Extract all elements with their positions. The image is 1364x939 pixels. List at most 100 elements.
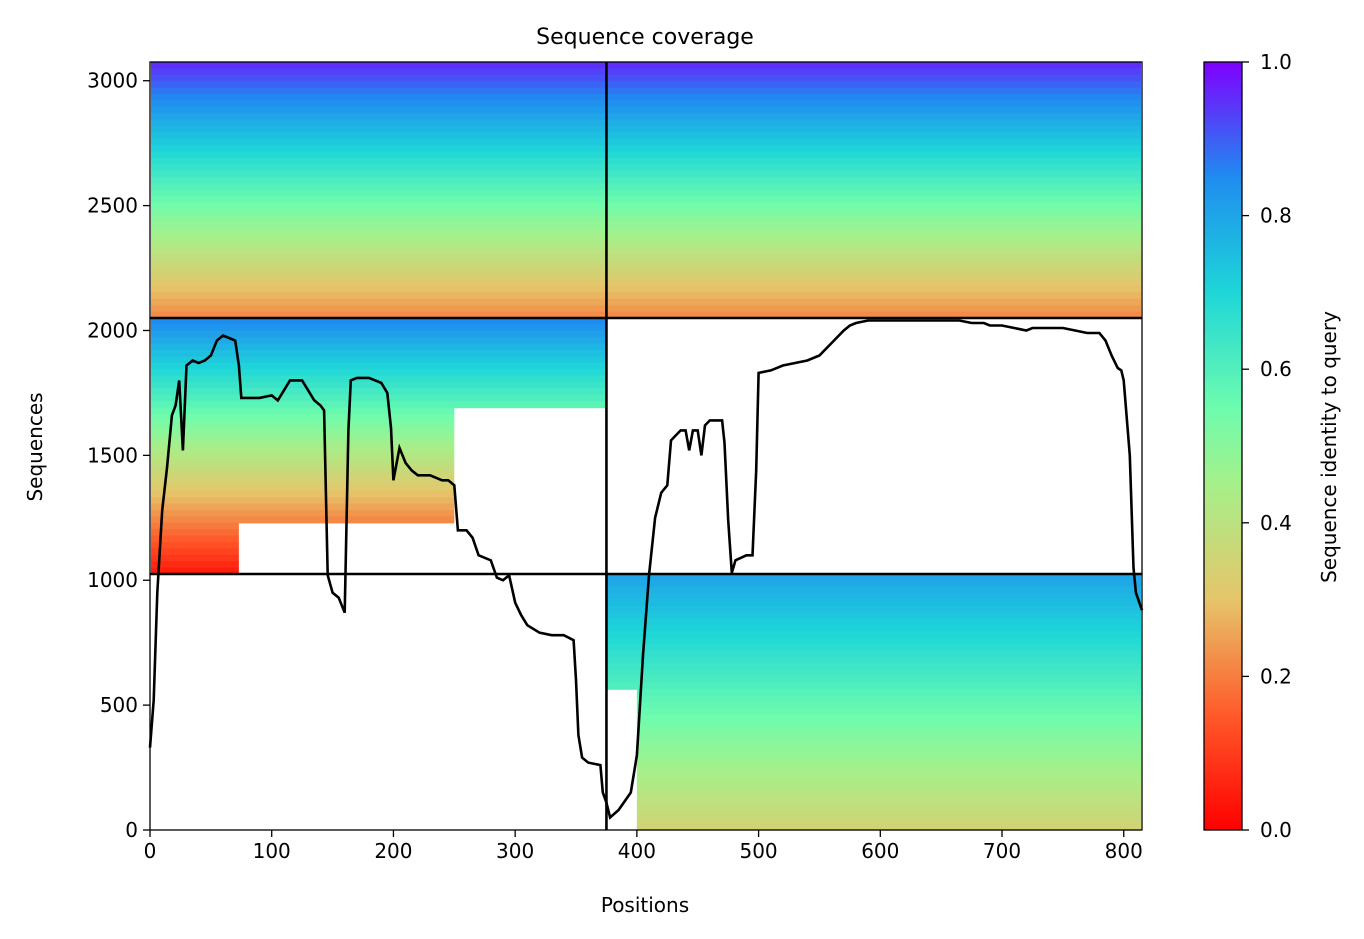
heatmap-band (636, 804, 1141, 812)
heatmap-band (151, 286, 606, 293)
heatmap-band (607, 222, 1141, 229)
heatmap-band (151, 113, 606, 121)
heatmap-band (151, 490, 455, 498)
heatmap-band (151, 273, 606, 281)
heatmap-band (151, 529, 239, 537)
x-axis-label: Positions (601, 893, 689, 917)
heatmap-band (607, 625, 1141, 633)
heatmap-band (151, 343, 606, 351)
heatmap-block (151, 62, 606, 319)
heatmap-band (636, 798, 1141, 805)
heatmap-band (151, 305, 606, 313)
heatmap-band (151, 535, 239, 543)
heatmap-band (607, 113, 1141, 121)
heatmap-band (151, 433, 455, 441)
heatmap-block (607, 62, 1141, 319)
x-tick-label: 0 (144, 839, 157, 863)
chart-title: Sequence coverage (536, 25, 754, 50)
heatmap-band (151, 254, 606, 261)
heatmap-band (151, 190, 606, 197)
colorbar-tick-label: 0.8 (1260, 204, 1292, 228)
heatmap-band (607, 286, 1141, 293)
heatmap-band (151, 388, 606, 396)
heatmap-band (607, 228, 1141, 236)
x-tick-label: 300 (496, 839, 534, 863)
heatmap-band (636, 759, 1141, 767)
heatmap-band (151, 241, 606, 249)
heatmap-band (151, 548, 239, 556)
heatmap-band (151, 260, 606, 268)
heatmap-band (151, 356, 606, 364)
heatmap-band (151, 318, 606, 325)
heatmap-band (151, 183, 606, 191)
coverage-line (148, 319, 1144, 820)
heatmap-band (151, 420, 455, 428)
heatmap-band (151, 478, 455, 485)
heatmap-band (607, 241, 1141, 249)
heatmap-band (636, 778, 1141, 786)
heatmap-blocks (151, 62, 1141, 831)
heatmap-band (151, 516, 455, 524)
heatmap-band (151, 298, 606, 306)
heatmap-band (151, 279, 606, 287)
heatmap-band (607, 260, 1141, 268)
heatmap-band (607, 87, 1141, 95)
y-tick-label: 500 (100, 693, 138, 717)
colorbar: 0.0 0.2 0.4 0.6 0.8 1.0 (1203, 50, 1292, 842)
heatmap-band (607, 247, 1141, 255)
heatmap-band (607, 94, 1141, 101)
heatmap-band (151, 503, 455, 511)
heatmap-band (607, 209, 1141, 217)
heatmap-band (151, 471, 455, 479)
heatmap-band (636, 734, 1141, 741)
heatmap-band (151, 132, 606, 140)
heatmap-band (607, 138, 1141, 146)
heatmap-band (607, 170, 1141, 178)
heatmap-band (607, 62, 1141, 69)
heatmap-band (151, 266, 606, 274)
heatmap-band (151, 87, 606, 95)
heatmap-band (151, 158, 606, 165)
heatmap-band (151, 196, 606, 204)
heatmap-band (151, 446, 455, 453)
heatmap-band (607, 574, 1141, 581)
heatmap-band (151, 119, 606, 127)
heatmap-band (607, 638, 1141, 645)
y-tick-label: 0 (125, 818, 138, 842)
colorbar-gradient (1203, 61, 1243, 831)
y-tick-label: 2000 (87, 318, 138, 342)
heatmap-band (151, 567, 239, 575)
heatmap-band (151, 401, 606, 409)
heatmap-band (151, 222, 606, 229)
heatmap-band (607, 158, 1141, 165)
heatmap-band (636, 740, 1141, 748)
heatmap-band (607, 196, 1141, 204)
heatmap-band (607, 644, 1141, 652)
x-tick-label: 100 (253, 839, 291, 863)
heatmap-band (151, 62, 606, 69)
heatmap-band (607, 177, 1141, 185)
heatmap-band (151, 465, 455, 473)
heatmap-band (607, 612, 1141, 620)
heatmap-band (607, 599, 1141, 607)
heatmap-band (607, 682, 1141, 690)
heatmap-band (636, 791, 1141, 799)
heatmap-band (151, 292, 606, 300)
heatmap-band (151, 234, 606, 242)
heatmap-band (151, 202, 606, 210)
heatmap-band (636, 727, 1141, 735)
heatmap-band (151, 484, 455, 492)
heatmap-band (607, 254, 1141, 261)
colorbar-tick-label: 0.0 (1260, 818, 1292, 842)
heatmap-band (151, 311, 606, 319)
heatmap-band (636, 772, 1141, 780)
x-tick-label: 600 (861, 839, 899, 863)
block-divider-lines (150, 62, 1142, 830)
heatmap-band (607, 618, 1141, 626)
y-tick-label: 1500 (87, 443, 138, 467)
y-axis: 0 500 1000 1500 2000 2500 3000 (87, 69, 150, 842)
heatmap-band (607, 650, 1141, 658)
heatmap-band (636, 708, 1141, 716)
heatmap-band (636, 689, 1141, 697)
